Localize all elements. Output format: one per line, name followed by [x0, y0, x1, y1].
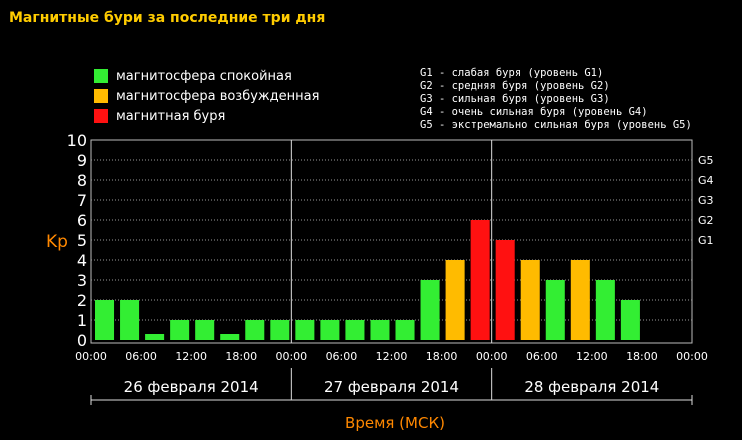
y-tick-label: 8	[77, 171, 87, 190]
g-legend-g3: G3 - сильная буря (уровень G3)	[420, 93, 610, 105]
kp-bar	[595, 280, 615, 340]
g-legend-g4: G4 - очень сильная буря (уровень G4)	[420, 106, 648, 118]
g-legend-g1: G1 - слабая буря (уровень G1)	[420, 67, 604, 79]
legend-swatch-quiet	[94, 69, 108, 83]
g-scale-legend: G1 - слабая буря (уровень G1) G2 - средн…	[420, 67, 692, 132]
g-tick-label: G1	[698, 234, 714, 247]
kp-bar	[620, 300, 640, 340]
kp-bar	[395, 320, 415, 340]
kp-bar	[470, 220, 490, 340]
y-tick-label: 5	[77, 231, 87, 250]
kp-bar	[345, 320, 365, 340]
x-tick-label: 12:00	[376, 350, 408, 363]
x-tick-label: 00:00	[476, 350, 508, 363]
x-tick-label: 00:00	[75, 350, 107, 363]
legend-label-excited: магнитосфера возбужденная	[116, 88, 320, 104]
legend-item-storm: магнитная буря	[94, 106, 319, 126]
kp-bar	[545, 280, 565, 340]
day-label: 28 февраля 2014	[524, 378, 659, 396]
g-tick-label: G2	[698, 214, 714, 227]
y-tick-label: 0	[77, 331, 87, 350]
y-tick-label: 2	[77, 291, 87, 310]
g-tick-label: G4	[698, 174, 714, 187]
kp-bar	[420, 280, 440, 340]
g-legend-g5: G5 - экстремально сильная буря (уровень …	[420, 119, 692, 131]
kp-bar	[245, 320, 265, 340]
x-tick-label: 00:00	[676, 350, 708, 363]
kp-bar	[320, 320, 340, 340]
x-tick-label: 06:00	[125, 350, 157, 363]
g-tick-label: G5	[698, 154, 714, 167]
y-tick-label: 7	[77, 191, 87, 210]
kp-bar	[220, 334, 240, 340]
x-tick-label: 06:00	[526, 350, 558, 363]
x-tick-label: 18:00	[626, 350, 658, 363]
y-tick-label: 4	[77, 251, 87, 270]
x-tick-label: 12:00	[576, 350, 608, 363]
legend-item-quiet: магнитосфера спокойная	[94, 66, 319, 86]
kp-bar	[95, 300, 115, 340]
day-label: 26 февраля 2014	[124, 378, 259, 396]
legend-label-quiet: магнитосфера спокойная	[116, 68, 292, 84]
legend-swatch-storm	[94, 109, 108, 123]
kp-bar	[195, 320, 215, 340]
y-axis-label: Kp	[46, 232, 68, 252]
y-tick-label: 10	[67, 131, 87, 150]
g-legend-g2: G2 - средняя буря (уровень G2)	[420, 80, 610, 92]
kp-bar	[270, 320, 290, 340]
legend-swatch-excited	[94, 89, 108, 103]
chart-title: Магнитные бури за последние три дня	[9, 10, 326, 26]
x-tick-label: 00:00	[275, 350, 307, 363]
kp-bar	[495, 240, 515, 340]
legend-item-excited: магнитосфера возбужденная	[94, 86, 319, 106]
kp-bar	[570, 260, 590, 340]
g-tick-label: G3	[698, 194, 714, 207]
x-tick-label: 18:00	[225, 350, 257, 363]
x-tick-label: 06:00	[326, 350, 358, 363]
x-tick-label: 18:00	[426, 350, 458, 363]
y-tick-label: 9	[77, 151, 87, 170]
legend: магнитосфера спокойная магнитосфера возб…	[94, 66, 319, 126]
y-tick-label: 1	[77, 311, 87, 330]
legend-label-storm: магнитная буря	[116, 108, 226, 124]
x-axis-label: Время (МСК)	[345, 414, 445, 432]
kp-bar	[170, 320, 190, 340]
y-tick-label: 3	[77, 271, 87, 290]
kp-bar	[370, 320, 390, 340]
kp-bar	[445, 260, 465, 340]
plot-frame	[90, 139, 693, 344]
kp-bar	[295, 320, 315, 340]
x-tick-label: 12:00	[175, 350, 207, 363]
y-tick-label: 6	[77, 211, 87, 230]
kp-bar	[120, 300, 140, 340]
kp-bar	[520, 260, 540, 340]
day-label: 27 февраля 2014	[324, 378, 459, 396]
kp-bar	[145, 334, 165, 340]
